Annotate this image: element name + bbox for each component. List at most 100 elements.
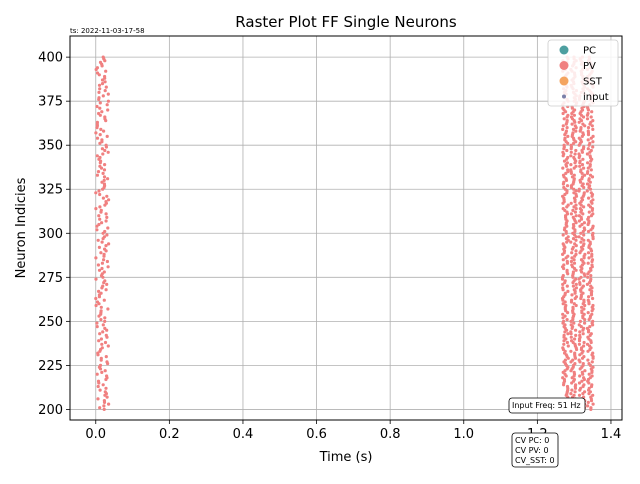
spike-point — [578, 374, 582, 378]
spike-point — [578, 319, 583, 323]
spike-point — [574, 238, 578, 242]
spike-point — [581, 284, 586, 288]
spike-point — [103, 148, 107, 153]
spike-point — [94, 191, 98, 195]
spike-point — [574, 148, 578, 153]
x-axis-ticks: 0.00.20.40.60.81.01.21.4 — [85, 420, 621, 442]
spike-point — [582, 242, 586, 246]
spike-point — [582, 344, 586, 348]
spike-point — [94, 277, 98, 281]
spike-point — [99, 356, 103, 360]
spike-point — [591, 365, 595, 369]
spike-point — [564, 303, 568, 308]
spike-point — [591, 402, 595, 406]
spike-point — [104, 244, 108, 248]
spike-point — [582, 298, 586, 302]
plot-frame — [69, 35, 623, 421]
spike-point — [103, 163, 107, 167]
spike-point — [574, 214, 578, 218]
spike-point — [99, 305, 103, 309]
spike-point — [585, 189, 589, 193]
spike-point — [580, 309, 584, 313]
spike-point — [578, 164, 582, 168]
spike-point — [566, 203, 570, 207]
spike-point — [106, 344, 110, 348]
spike-point — [591, 319, 595, 323]
spike-point — [105, 259, 109, 264]
spike-point — [591, 119, 595, 123]
spike-point — [580, 305, 584, 309]
y-tick-label: 250 — [38, 315, 63, 330]
spike-point — [561, 242, 565, 246]
spike-point — [561, 346, 565, 350]
spike-point — [574, 286, 579, 290]
spike-point — [94, 131, 98, 135]
spike-point — [95, 104, 99, 109]
spike-point — [582, 191, 586, 195]
spike-point — [563, 136, 567, 140]
spike-point — [98, 406, 102, 410]
spike-point — [97, 90, 101, 94]
spike-point — [582, 355, 586, 359]
spike-point — [586, 229, 591, 234]
spike-point — [586, 138, 590, 142]
spike-point — [590, 360, 594, 364]
spike-point — [589, 332, 593, 336]
spike-point — [566, 235, 570, 239]
x-tick-label: 0.2 — [159, 427, 180, 442]
spike-point — [563, 369, 567, 373]
spike-point — [578, 330, 582, 334]
spike-point — [566, 289, 570, 293]
spike-point — [102, 175, 107, 179]
spike-point — [102, 258, 106, 262]
spike-point — [579, 231, 583, 235]
spike-point — [566, 344, 570, 348]
spike-point — [586, 335, 590, 339]
spike-point — [565, 340, 570, 345]
spike-point — [590, 110, 594, 114]
spike-point — [562, 159, 567, 163]
spike-point — [101, 383, 105, 387]
x-tick-label: 0.4 — [233, 427, 254, 442]
spike-point — [588, 163, 592, 167]
spike-point — [580, 237, 584, 241]
spike-point — [98, 388, 102, 392]
spike-point — [95, 136, 100, 140]
spike-point — [589, 274, 593, 278]
spike-point — [565, 384, 570, 389]
spike-point — [94, 256, 98, 260]
spike-point — [573, 337, 577, 341]
spike-point — [564, 129, 569, 133]
spike-point — [105, 282, 109, 286]
y-tick-label: 300 — [38, 227, 63, 242]
spike-point — [582, 226, 586, 230]
spike-point — [107, 402, 111, 406]
spike-point — [103, 369, 107, 373]
spike-point — [577, 393, 582, 397]
y-tick-label: 325 — [38, 183, 63, 198]
spike-point — [577, 152, 581, 156]
y-axis-label: Neuron Indicies — [14, 177, 29, 278]
spike-point — [579, 275, 583, 279]
spike-point — [97, 96, 101, 100]
spike-point — [587, 203, 591, 207]
spike-point — [101, 284, 105, 288]
spike-point — [581, 131, 585, 135]
spike-point — [561, 124, 565, 128]
spike-point — [563, 358, 568, 362]
y-tick-label: 375 — [38, 95, 63, 110]
spike-point — [577, 219, 582, 223]
spike-point — [583, 252, 587, 256]
spike-point — [571, 305, 575, 309]
x-axis-label: Time (s) — [319, 450, 373, 465]
spike-point — [98, 192, 102, 197]
spike-point — [586, 311, 590, 315]
spike-point — [102, 298, 106, 302]
y-tick-label: 225 — [38, 359, 63, 374]
spike-point — [586, 161, 590, 165]
spike-point — [586, 129, 590, 133]
spike-point — [578, 353, 582, 357]
spike-point — [578, 159, 582, 163]
